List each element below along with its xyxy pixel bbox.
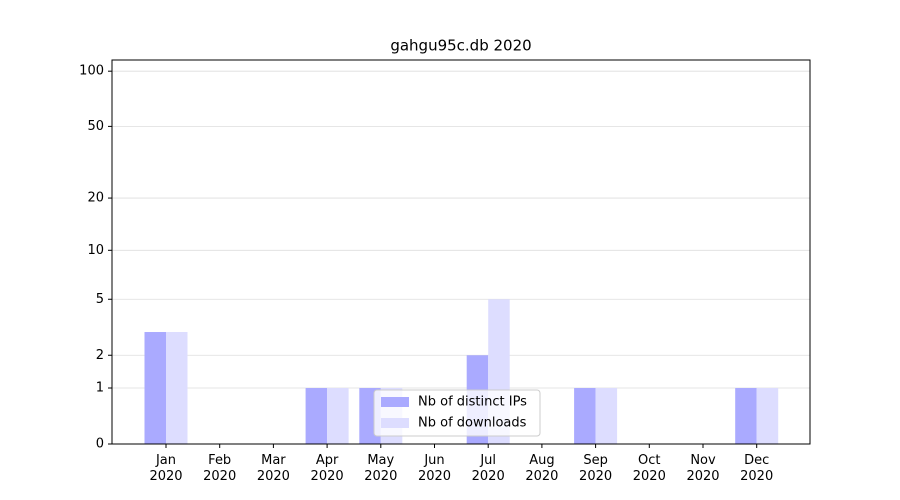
y-tick-label: 2 [96, 348, 104, 363]
legend-swatch [381, 397, 409, 407]
legend: Nb of distinct IPs Nb of downloads [373, 389, 541, 437]
bar [144, 332, 166, 444]
x-tick-label: May 2020 [364, 453, 398, 484]
y-tick-label: 0 [96, 437, 104, 452]
axes-frame [111, 59, 811, 445]
bar [327, 388, 349, 444]
legend-label: Nb of downloads [418, 416, 527, 431]
bar [305, 388, 328, 444]
x-tick-label: Nov 2020 [686, 453, 720, 484]
x-tick-label: Dec 2020 [740, 453, 774, 484]
x-tick-label: Mar 2020 [256, 453, 290, 484]
y-tick-label: 100 [79, 64, 104, 79]
x-tick-label: Jan 2020 [149, 453, 183, 484]
bar [574, 388, 596, 444]
y-tick-label: 20 [87, 191, 104, 206]
legend-label: Nb of distinct IPs [418, 395, 527, 410]
x-tick-label: Feb 2020 [203, 453, 237, 484]
x-tick-label: Oct 2020 [632, 453, 666, 484]
bar [166, 332, 188, 444]
bar [756, 388, 779, 444]
y-tick-label: 50 [87, 119, 104, 134]
y-tick-label: 1 [96, 381, 104, 396]
bar [595, 388, 618, 444]
chart-title: gahgu95c.db 2020 [390, 37, 531, 55]
x-tick-label: Jul 2020 [471, 453, 505, 484]
x-tick-label: Jun 2020 [417, 453, 452, 484]
legend-box [373, 389, 541, 437]
x-tick-label: Apr 2020 [310, 453, 344, 484]
x-tick-label: Sep 2020 [579, 453, 613, 484]
x-tick-label: Aug 2020 [525, 453, 559, 484]
y-tick-label: 10 [87, 243, 104, 258]
legend-swatch [381, 418, 409, 428]
bar [735, 388, 757, 444]
y-tick-label: 5 [96, 292, 104, 307]
